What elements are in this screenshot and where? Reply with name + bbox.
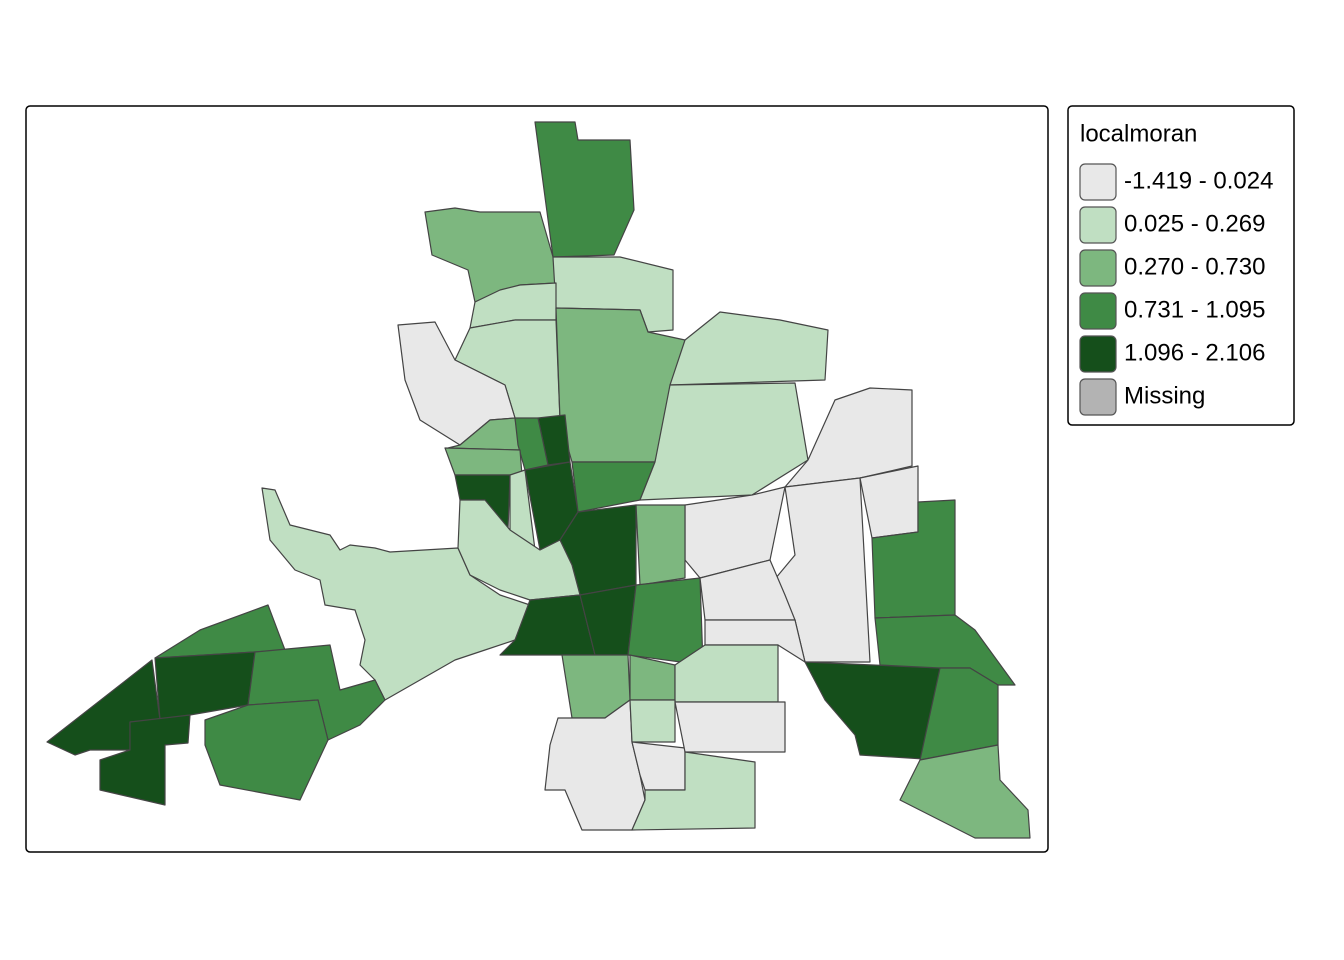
legend-box (1067, 105, 1295, 426)
region (899, 744, 1031, 839)
region (674, 701, 786, 753)
region (859, 465, 919, 539)
region (669, 311, 829, 386)
region (704, 619, 806, 663)
legend-label: 1.096 - 2.106 (1124, 339, 1265, 366)
legend-label: -1.419 - 0.024 (1124, 167, 1273, 194)
legend-swatch (1079, 292, 1117, 330)
region (534, 121, 635, 258)
legend-label: 0.025 - 0.269 (1124, 210, 1265, 237)
map-frame (25, 105, 1049, 853)
region (804, 661, 941, 761)
region (99, 714, 191, 806)
region (629, 699, 676, 743)
legend: -1.419 - 0.024 0.025 - 0.269 0.270 - 0.730… (1079, 163, 1273, 416)
legend-swatch (1079, 378, 1117, 416)
region (204, 699, 329, 801)
legend-swatch (1079, 206, 1117, 244)
legend-title: localmoran (1080, 120, 1197, 147)
legend-swatch (1079, 249, 1117, 287)
region (674, 644, 779, 703)
region (457, 499, 581, 601)
region (629, 654, 676, 701)
legend-label: Missing (1124, 382, 1205, 409)
region (544, 699, 646, 831)
region (635, 504, 686, 586)
region (919, 667, 999, 761)
legend-label: 0.731 - 1.095 (1124, 296, 1265, 323)
region (631, 751, 756, 831)
region (444, 447, 523, 476)
legend-swatch (1079, 335, 1117, 373)
region (627, 577, 704, 666)
legend-label: 0.270 - 0.730 (1124, 253, 1265, 280)
region (154, 604, 286, 659)
map-regions (46, 121, 1031, 839)
region (699, 559, 796, 621)
region (499, 594, 596, 656)
legend-swatch (1079, 163, 1117, 201)
